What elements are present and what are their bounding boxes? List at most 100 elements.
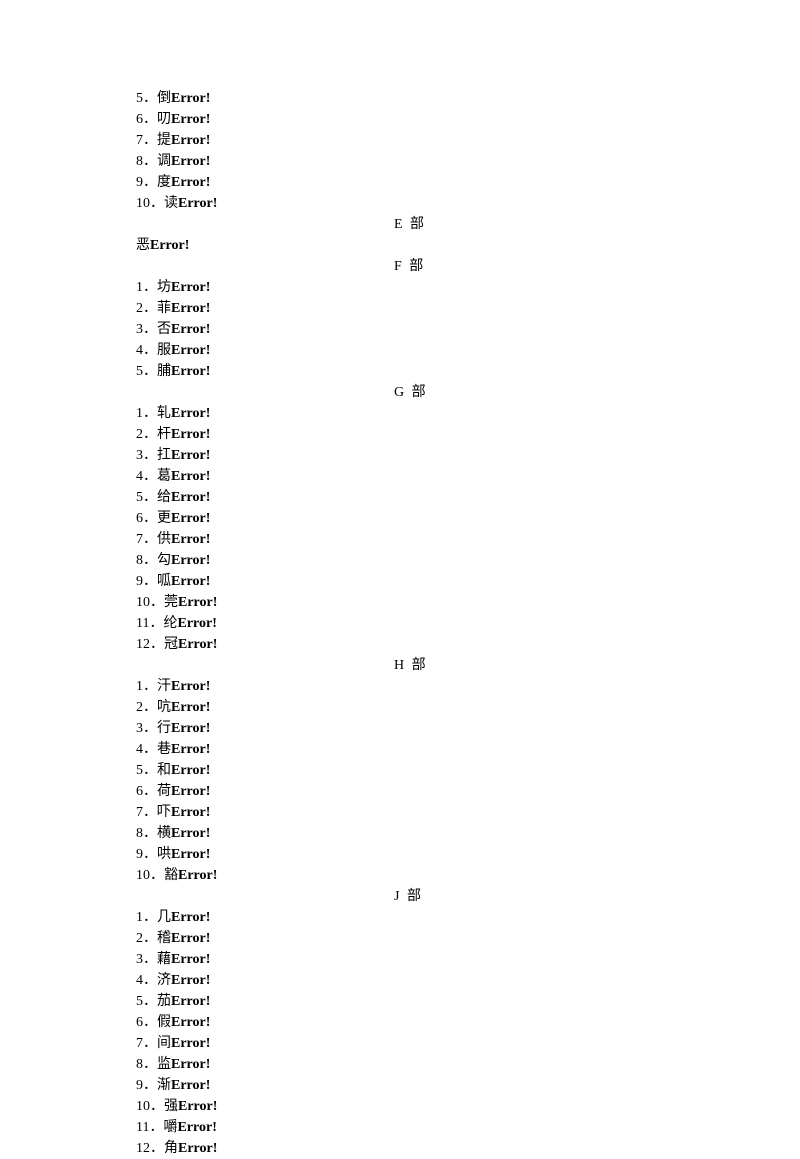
error-text: Error!	[171, 175, 210, 190]
list-char: 脯	[157, 364, 171, 379]
list-item: 1．轧Error!	[136, 403, 800, 424]
error-text: Error!	[171, 448, 210, 463]
error-text: Error!	[171, 406, 210, 421]
list-item: 6．叨Error!	[136, 109, 800, 130]
list-char: 更	[157, 511, 171, 526]
list-char: 读	[164, 196, 178, 211]
list-item: 1．几Error!	[136, 907, 800, 928]
error-text: Error!	[177, 1120, 216, 1135]
list-item: 9．度Error!	[136, 172, 800, 193]
list-number: 5．	[136, 763, 157, 778]
section-header-h: H 部	[136, 655, 800, 676]
error-text: Error!	[171, 490, 210, 505]
list-char: 假	[157, 1015, 171, 1030]
section-header-j: J 部	[136, 886, 800, 907]
list-char: 藉	[157, 952, 171, 967]
error-text: Error!	[171, 301, 210, 316]
error-text: Error!	[171, 805, 210, 820]
list-number: 7．	[136, 805, 157, 820]
list-item: 6．假Error!	[136, 1012, 800, 1033]
list-char: 巷	[157, 742, 171, 757]
error-text: Error!	[171, 1078, 210, 1093]
list-item: 1．坊Error!	[136, 277, 800, 298]
list-number: 10．	[136, 868, 164, 883]
error-text: Error!	[178, 637, 217, 652]
list-item: 8．勾Error!	[136, 550, 800, 571]
list-item: 2．杆Error!	[136, 424, 800, 445]
list-number: 1．	[136, 679, 157, 694]
list-char: 服	[157, 343, 171, 358]
error-text: Error!	[171, 679, 210, 694]
list-char: 豁	[164, 868, 178, 883]
list-number: 7．	[136, 1036, 157, 1051]
list-number: 9．	[136, 175, 157, 190]
list-number: 4．	[136, 742, 157, 757]
error-text: Error!	[171, 427, 210, 442]
error-text: Error!	[171, 112, 210, 127]
list-number: 3．	[136, 322, 157, 337]
list-number: 8．	[136, 1057, 157, 1072]
list-char: 莞	[164, 595, 178, 610]
list-char: 监	[157, 1057, 171, 1072]
list-item: 9．渐Error!	[136, 1075, 800, 1096]
list-number: 2．	[136, 700, 157, 715]
list-item: 7．提Error!	[136, 130, 800, 151]
list-item: 11．纶Error!	[136, 613, 800, 634]
error-text: Error!	[171, 322, 210, 337]
list-number: 6．	[136, 784, 157, 799]
list-char: 汗	[157, 679, 171, 694]
list-item: 10．豁Error!	[136, 865, 800, 886]
list-item: 3．否Error!	[136, 319, 800, 340]
list-number: 6．	[136, 1015, 157, 1030]
list-number: 10．	[136, 595, 164, 610]
list-number: 6．	[136, 511, 157, 526]
list-char: 纶	[163, 616, 177, 631]
list-char: 吓	[157, 805, 171, 820]
error-text: Error!	[171, 553, 210, 568]
list-number: 6．	[136, 112, 157, 127]
error-text: Error!	[178, 868, 217, 883]
list-item: 6．荷Error!	[136, 781, 800, 802]
error-text: Error!	[171, 847, 210, 862]
list-char: 给	[157, 490, 171, 505]
list-item: 5．倒Error!	[136, 88, 800, 109]
list-char: 嚼	[163, 1120, 177, 1135]
error-text: Error!	[171, 721, 210, 736]
list-char: 轧	[157, 406, 171, 421]
list-char: 勾	[157, 553, 171, 568]
list-number: 12．	[136, 1141, 164, 1156]
list-item: 10．读Error!	[136, 193, 800, 214]
list-number: 8．	[136, 826, 157, 841]
list-item: 8．横Error!	[136, 823, 800, 844]
list-item: 8．监Error!	[136, 1054, 800, 1075]
list-char: 角	[164, 1141, 178, 1156]
list-char: 横	[157, 826, 171, 841]
list-char: 茄	[157, 994, 171, 1009]
list-item: 5．和Error!	[136, 760, 800, 781]
list-item: 9．呱Error!	[136, 571, 800, 592]
list-number: 1．	[136, 406, 157, 421]
list-item: 4．巷Error!	[136, 739, 800, 760]
list-number: 1．	[136, 910, 157, 925]
error-text: Error!	[178, 1099, 217, 1114]
list-char: 间	[157, 1036, 171, 1051]
error-text: Error!	[171, 532, 210, 547]
error-text: Error!	[171, 784, 210, 799]
list-number: 11．	[136, 1120, 163, 1135]
error-text: Error!	[171, 91, 210, 106]
section-header-f: F 部	[136, 256, 800, 277]
list-char: 倒	[157, 91, 171, 106]
list-number: 4．	[136, 973, 157, 988]
list-item: 12．冠Error!	[136, 634, 800, 655]
list-char: 稽	[157, 931, 171, 946]
list-char: 度	[157, 175, 171, 190]
list-item: 10．强Error!	[136, 1096, 800, 1117]
list-char: 哄	[157, 847, 171, 862]
error-text: Error!	[171, 469, 210, 484]
list-number: 2．	[136, 427, 157, 442]
error-text: Error!	[171, 1015, 210, 1030]
error-text: Error!	[171, 826, 210, 841]
list-item-single: 恶Error!	[136, 235, 800, 256]
list-number: 4．	[136, 343, 157, 358]
error-text: Error!	[171, 511, 210, 526]
